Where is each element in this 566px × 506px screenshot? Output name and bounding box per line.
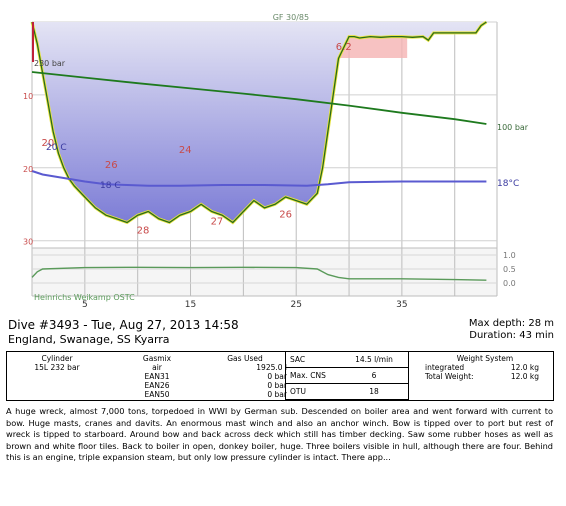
cylinder-value: 15L 232 bar: [34, 363, 80, 372]
depth-label: 24: [179, 145, 192, 156]
dive-location: England, Swanage, SS Kyarra: [8, 333, 170, 346]
x-tick-label: 5: [82, 300, 88, 310]
weight-total-label: Total Weight:: [425, 372, 474, 381]
x-tick-label: 25: [290, 300, 301, 310]
gasmix-item: EAN31: [144, 372, 170, 381]
gas-used-item: 0 bar: [267, 390, 287, 399]
temperature-line: [31, 170, 487, 187]
gas-used-item: 0 bar: [267, 381, 287, 390]
depth-line: [31, 21, 487, 224]
max-cns-label: Max. CNS: [290, 371, 326, 380]
pressure-end-label: 100 bar: [497, 123, 529, 132]
ceiling-label: 6.2: [336, 42, 352, 53]
depth-label: 27: [211, 217, 224, 228]
cylinder-header: Cylinder: [41, 354, 73, 363]
temperature-mid-label: 18 C: [100, 181, 121, 191]
sac-value: 14.5 l/min: [355, 355, 393, 364]
otu-row: OTU 18: [285, 384, 409, 400]
depth-labels: 20 26 24 28 27 26: [41, 138, 292, 236]
weight-header: Weight System: [456, 354, 514, 363]
tank-pressure-line: [31, 71, 487, 125]
dive-profile-chart: 5 15 25 35 10 20 30 1.0 0.5 0.0 20 26 24 28 27 26 GF 3…: [23, 13, 529, 310]
gas-used-column: Gas Used 1925.0 l 0 bar 0 bar 0 bar: [203, 354, 287, 399]
gasmix-column: Gasmix air EAN31 EAN26 EAN50: [117, 354, 197, 399]
dive-notes: A huge wreck, almost 7,000 tons, torpedo…: [6, 406, 553, 463]
temperature-start-label: 20 C: [46, 143, 67, 153]
weight-integrated-label: integrated: [425, 363, 465, 372]
y-tick-label: 10: [23, 92, 33, 101]
max-depth: Max depth: 28 m: [468, 318, 554, 329]
computer-watermark: Heinrichs Weikamp OSTC: [34, 293, 135, 302]
depth-area: [32, 22, 487, 223]
dive-title: Dive #3493 - Tue, Aug 27, 2013 14:58: [8, 318, 239, 332]
weight-integrated-value: 12.0 kg: [510, 363, 539, 372]
gasmix-item: EAN26: [144, 381, 170, 390]
gasmix-item: air: [152, 363, 162, 372]
depth-label: 28: [137, 225, 150, 236]
equipment-info-box: Cylinder 15L 232 bar Gasmix air EAN31 EA…: [6, 351, 554, 401]
max-cns-row: Max. CNS 6: [285, 368, 409, 384]
max-cns-value: 6: [371, 371, 377, 380]
otu-value: 18: [369, 387, 379, 396]
sac-row: SAC 14.5 l/min: [285, 352, 409, 368]
gas-used-header: Gas Used: [227, 354, 263, 363]
series-labels: GF 30/85 6.2 230 bar 100 bar 20 C 18 C 18°C Hei…: [34, 13, 529, 302]
cns-scale-label: 0.5: [503, 265, 516, 274]
duration: Duration: 43 min: [469, 330, 554, 341]
gas-used-item: 0 bar: [267, 372, 287, 381]
temperature-end-label: 18°C: [497, 179, 519, 189]
x-tick-label: 15: [185, 300, 196, 310]
weight-total-value: 12.0 kg: [510, 372, 539, 381]
gasmix-item: EAN50: [144, 390, 170, 399]
cns-scale-label: 0.0: [503, 279, 516, 288]
stats-column: SAC 14.5 l/min Max. CNS 6 OTU 18: [285, 352, 409, 400]
cns-panel-background: [32, 248, 497, 296]
cns-line: [31, 266, 487, 281]
pressure-start-label: 230 bar: [34, 59, 66, 68]
y-tick-label: 30: [23, 238, 33, 247]
weight-system-column: Weight System integrated 12.0 kg Total W…: [417, 354, 553, 381]
x-tick-label: 35: [396, 300, 407, 310]
gas-used-item: 1925.0 l: [256, 363, 287, 372]
depth-label: 26: [105, 160, 118, 171]
depth-label: 26: [279, 209, 292, 220]
y-tick-label: 20: [23, 165, 33, 174]
cylinder-column: Cylinder 15L 232 bar: [11, 354, 103, 372]
otu-label: OTU: [290, 387, 306, 396]
gasmix-header: Gasmix: [142, 354, 172, 363]
depth-label: 20: [41, 138, 54, 149]
sac-label: SAC: [290, 355, 306, 364]
cns-scale-label: 1.0: [503, 251, 516, 260]
gf-label: GF 30/85: [273, 13, 309, 22]
weight-total-row: Total Weight: 12.0 kg: [417, 372, 553, 381]
weight-integrated-row: integrated 12.0 kg: [417, 363, 553, 372]
start-marker: [32, 22, 34, 62]
tick-labels: 5 15 25 35 10 20 30 1.0 0.5 0.0: [23, 92, 516, 310]
